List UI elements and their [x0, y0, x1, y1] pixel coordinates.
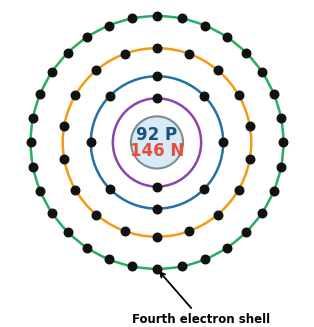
- Point: [122, 51, 127, 57]
- Point: [236, 93, 241, 98]
- Point: [154, 45, 160, 51]
- Point: [203, 23, 208, 28]
- Point: [49, 70, 54, 75]
- Point: [62, 156, 67, 162]
- Point: [225, 35, 230, 40]
- Point: [49, 210, 54, 215]
- Point: [108, 187, 113, 192]
- Point: [244, 50, 249, 56]
- Point: [73, 93, 78, 98]
- Point: [106, 257, 111, 262]
- Point: [154, 184, 160, 189]
- Point: [260, 70, 265, 75]
- Point: [65, 229, 70, 234]
- Point: [154, 74, 160, 79]
- Circle shape: [131, 116, 183, 168]
- Text: Fourth electron shell: Fourth electron shell: [132, 272, 270, 326]
- Point: [108, 93, 113, 98]
- Point: [154, 96, 160, 101]
- Point: [30, 115, 35, 120]
- Point: [130, 264, 135, 269]
- Point: [106, 23, 111, 28]
- Point: [271, 188, 276, 193]
- Point: [154, 13, 160, 19]
- Point: [154, 206, 160, 211]
- Point: [279, 115, 284, 120]
- Point: [247, 124, 252, 129]
- Point: [65, 50, 70, 56]
- Point: [187, 51, 192, 57]
- Point: [38, 188, 43, 193]
- Point: [94, 68, 99, 73]
- Point: [201, 187, 206, 192]
- Point: [187, 229, 192, 234]
- Point: [225, 245, 230, 250]
- Point: [84, 35, 89, 40]
- Point: [62, 124, 67, 129]
- Point: [244, 229, 249, 234]
- Point: [236, 187, 241, 192]
- Point: [28, 140, 33, 145]
- Point: [88, 140, 93, 145]
- Point: [260, 210, 265, 215]
- Point: [130, 16, 135, 21]
- Text: 146 N: 146 N: [130, 143, 184, 161]
- Point: [84, 245, 89, 250]
- Point: [154, 234, 160, 239]
- Point: [38, 92, 43, 97]
- Point: [203, 257, 208, 262]
- Point: [73, 187, 78, 192]
- Point: [271, 92, 276, 97]
- Point: [247, 156, 252, 162]
- Point: [179, 264, 184, 269]
- Point: [179, 16, 184, 21]
- Point: [215, 212, 220, 217]
- Point: [279, 164, 284, 170]
- Point: [154, 266, 160, 271]
- Point: [30, 164, 35, 170]
- Point: [215, 68, 220, 73]
- Text: 92 P: 92 P: [137, 127, 177, 145]
- Point: [221, 140, 226, 145]
- Point: [201, 93, 206, 98]
- Point: [122, 229, 127, 234]
- Point: [94, 212, 99, 217]
- Point: [281, 140, 286, 145]
